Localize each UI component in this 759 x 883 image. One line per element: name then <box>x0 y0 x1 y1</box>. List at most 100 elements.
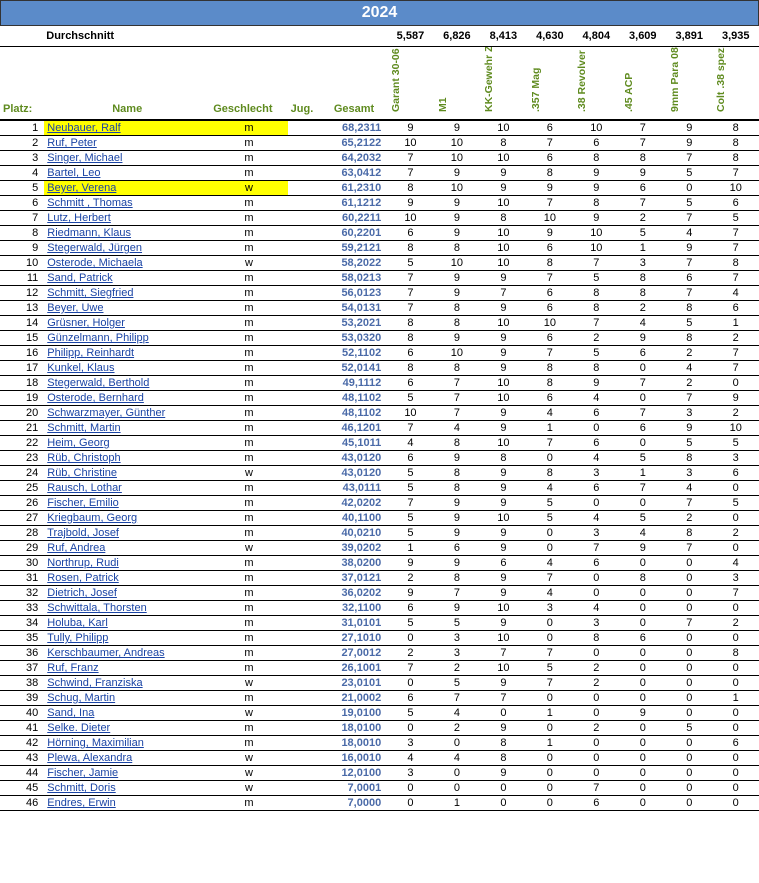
cell-disc: 9 <box>480 466 526 481</box>
cell-platz: 17 <box>0 361 44 376</box>
cell-name[interactable]: Rausch, Lothar <box>44 481 210 496</box>
cell-disc: 6 <box>387 691 433 706</box>
cell-name[interactable]: Singer, Michael <box>44 151 210 166</box>
cell-name[interactable]: Beyer, Uwe <box>44 301 210 316</box>
cell-name[interactable]: Northrup, Rudi <box>44 556 210 571</box>
cell-disc: 0 <box>620 361 666 376</box>
cell-name[interactable]: Hörning, Maximilian <box>44 736 210 751</box>
table-row: 46Endres, Erwinm7,000001006000 <box>0 796 759 811</box>
cell-disc: 10 <box>573 226 619 241</box>
avg-val: 3,935 <box>712 26 759 47</box>
cell-disc: 9 <box>480 181 526 196</box>
cell-name[interactable]: Kriegbaum, Georg <box>44 511 210 526</box>
cell-name[interactable]: Sand, Ina <box>44 706 210 721</box>
cell-disc: 1 <box>620 466 666 481</box>
cell-disc: 0 <box>434 736 480 751</box>
cell-name[interactable]: Beyer, Verena <box>44 181 210 196</box>
cell-name[interactable]: Tully, Philipp <box>44 631 210 646</box>
cell-name[interactable]: Kunkel, Klaus <box>44 361 210 376</box>
cell-name[interactable]: Osterode, Michaela <box>44 256 210 271</box>
cell-disc: 7 <box>387 271 433 286</box>
cell-name[interactable]: Ruf, Peter <box>44 136 210 151</box>
cell-name[interactable]: Plewa, Alexandra <box>44 751 210 766</box>
cell-total: 27,0012 <box>321 646 387 661</box>
cell-disc: 5 <box>620 226 666 241</box>
table-row: 23Rüb, Christophm43,012069804583 <box>0 451 759 466</box>
cell-geschlecht: w <box>210 541 287 556</box>
cell-name[interactable]: Trajbold, Josef <box>44 526 210 541</box>
cell-disc: 8 <box>527 376 573 391</box>
table-row: 6Schmitt , Thomasm61,1212991078756 <box>0 196 759 211</box>
cell-geschlecht: m <box>210 196 287 211</box>
cell-disc: 9 <box>620 706 666 721</box>
cell-name[interactable]: Fischer, Jamie <box>44 766 210 781</box>
cell-name[interactable]: Schwittala, Thorsten <box>44 601 210 616</box>
cell-name[interactable]: Rüb, Christoph <box>44 451 210 466</box>
cell-jug <box>288 691 321 706</box>
cell-platz: 15 <box>0 331 44 346</box>
cell-geschlecht: m <box>210 361 287 376</box>
cell-disc: 8 <box>620 271 666 286</box>
cell-disc: 0 <box>620 586 666 601</box>
cell-name[interactable]: Schwind, Franziska <box>44 676 210 691</box>
cell-name[interactable]: Endres, Erwin <box>44 796 210 811</box>
cell-name[interactable]: Osterode, Bernhard <box>44 391 210 406</box>
cell-name[interactable]: Fischer, Emilio <box>44 496 210 511</box>
cell-geschlecht: m <box>210 136 287 151</box>
cell-disc: 9 <box>434 511 480 526</box>
cell-disc: 9 <box>666 120 712 136</box>
cell-disc: 8 <box>573 151 619 166</box>
cell-name[interactable]: Stegerwald, Jürgen <box>44 241 210 256</box>
cell-geschlecht: m <box>210 601 287 616</box>
table-row: 41Selke. Dieterm18,010002902050 <box>0 721 759 736</box>
table-row: 4Bartel, Leom63,041279989957 <box>0 166 759 181</box>
cell-disc: 9 <box>480 676 526 691</box>
cell-disc: 5 <box>666 196 712 211</box>
cell-name[interactable]: Dietrich, Josef <box>44 586 210 601</box>
cell-name[interactable]: Ruf, Andrea <box>44 541 210 556</box>
cell-name[interactable]: Bartel, Leo <box>44 166 210 181</box>
cell-disc: 3 <box>527 601 573 616</box>
cell-name[interactable]: Holuba, Karl <box>44 616 210 631</box>
cell-name[interactable]: Philipp, Reinhardt <box>44 346 210 361</box>
cell-name[interactable]: Schmitt , Thomas <box>44 196 210 211</box>
hdr-disc: KK-Gewehr Zielfernrohr <box>480 47 526 121</box>
cell-disc: 8 <box>387 241 433 256</box>
cell-disc: 2 <box>387 571 433 586</box>
cell-name[interactable]: Heim, Georg <box>44 436 210 451</box>
cell-name[interactable]: Ruf, Franz <box>44 661 210 676</box>
table-row: 11Sand, Patrickm58,021379975867 <box>0 271 759 286</box>
cell-disc: 0 <box>712 481 759 496</box>
cell-name[interactable]: Schug, Martin <box>44 691 210 706</box>
cell-disc: 10 <box>434 181 480 196</box>
cell-disc: 9 <box>527 226 573 241</box>
cell-disc: 8 <box>620 286 666 301</box>
cell-name[interactable]: Riedmann, Klaus <box>44 226 210 241</box>
cell-name[interactable]: Rosen, Patrick <box>44 571 210 586</box>
cell-disc: 9 <box>434 120 480 136</box>
cell-jug <box>288 256 321 271</box>
cell-name[interactable]: Grüsner, Holger <box>44 316 210 331</box>
cell-name[interactable]: Schwarzmayer, Günther <box>44 406 210 421</box>
cell-total: 27,1010 <box>321 631 387 646</box>
cell-name[interactable]: Schmitt, Martin <box>44 421 210 436</box>
cell-disc: 3 <box>387 736 433 751</box>
cell-name[interactable]: Rüb, Christine <box>44 466 210 481</box>
table-row: 20Schwarzmayer, Güntherm48,1102107946732 <box>0 406 759 421</box>
cell-disc: 0 <box>620 691 666 706</box>
cell-disc: 7 <box>620 136 666 151</box>
cell-name[interactable]: Sand, Patrick <box>44 271 210 286</box>
cell-total: 45,1011 <box>321 436 387 451</box>
cell-jug <box>288 391 321 406</box>
cell-name[interactable]: Schmitt, Siegfried <box>44 286 210 301</box>
cell-name[interactable]: Stegerwald, Berthold <box>44 376 210 391</box>
cell-name[interactable]: Schmitt, Doris <box>44 781 210 796</box>
cell-name[interactable]: Lutz, Herbert <box>44 211 210 226</box>
cell-name[interactable]: Selke. Dieter <box>44 721 210 736</box>
cell-disc: 10 <box>480 631 526 646</box>
cell-name[interactable]: Günzelmann, Philipp <box>44 331 210 346</box>
cell-disc: 0 <box>712 796 759 811</box>
cell-total: 23,0101 <box>321 676 387 691</box>
cell-name[interactable]: Neubauer, Ralf <box>44 120 210 136</box>
cell-name[interactable]: Kerschbaumer, Andreas <box>44 646 210 661</box>
